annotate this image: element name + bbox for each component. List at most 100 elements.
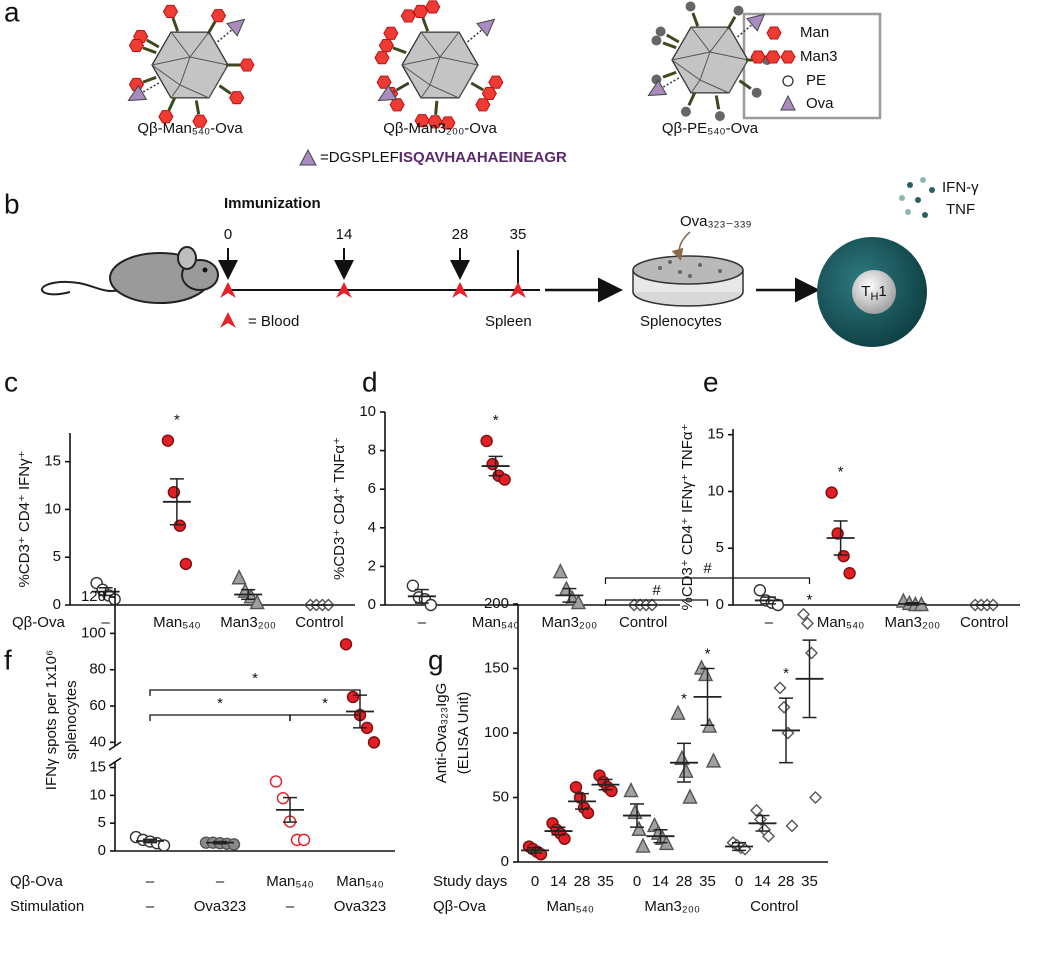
data-point bbox=[627, 803, 643, 820]
linker bbox=[738, 79, 752, 90]
ova-glyph bbox=[476, 18, 496, 37]
cell-sub: H bbox=[870, 291, 878, 303]
data-point bbox=[682, 788, 698, 804]
x-tick-label: Man₅₄₀ bbox=[472, 614, 520, 631]
y-axis-label: splenocytes bbox=[63, 680, 80, 759]
data-point bbox=[631, 820, 647, 836]
man-glyph bbox=[488, 75, 504, 89]
data-point bbox=[157, 839, 171, 852]
comparison-bracket bbox=[149, 714, 291, 721]
pe-glyph bbox=[733, 5, 744, 16]
blood-label: = Blood bbox=[248, 313, 299, 330]
data-point bbox=[179, 557, 193, 571]
significance: * bbox=[252, 670, 258, 687]
x-tick-label: 35 bbox=[801, 873, 818, 890]
man-glyph bbox=[210, 9, 227, 23]
data-point bbox=[623, 781, 639, 798]
day-label: 28 bbox=[452, 226, 469, 243]
timeline-title: Immunization bbox=[224, 195, 321, 212]
data-point bbox=[762, 829, 775, 843]
significance: * bbox=[493, 412, 499, 429]
linker bbox=[467, 29, 483, 43]
linker bbox=[421, 17, 430, 32]
data-point bbox=[486, 457, 499, 471]
y-tick-label: 5 bbox=[53, 548, 61, 565]
spleen-label: Spleen bbox=[485, 313, 532, 330]
x-tick-label: 28 bbox=[676, 873, 693, 890]
man-glyph bbox=[158, 110, 174, 124]
linker bbox=[206, 20, 217, 35]
data-point bbox=[825, 486, 838, 499]
pe-glyph bbox=[714, 111, 725, 122]
data-point bbox=[424, 598, 438, 612]
row-label: Qβ-Ova bbox=[433, 898, 486, 915]
y-tick-label: 15 bbox=[89, 759, 106, 776]
linker bbox=[434, 100, 439, 115]
significance: * bbox=[217, 695, 223, 712]
axis-break bbox=[108, 757, 122, 767]
man-glyph bbox=[128, 38, 145, 53]
data-point bbox=[406, 579, 420, 592]
blood-marker bbox=[336, 282, 352, 298]
pe-glyph bbox=[655, 26, 666, 37]
particle-name: Qβ-PE₅₄₀-Ova bbox=[662, 120, 759, 137]
linker bbox=[687, 91, 697, 106]
linker bbox=[662, 41, 677, 50]
comparison-bracket bbox=[604, 599, 709, 606]
nucleus bbox=[852, 270, 896, 314]
particle-name: Qβ-Man3₂₀₀-Ova bbox=[383, 120, 497, 137]
y-tick-label: 100 bbox=[484, 724, 509, 741]
y-tick-label: 0 bbox=[716, 596, 724, 613]
data-point bbox=[705, 752, 722, 768]
x-tick-label: 28 bbox=[574, 873, 591, 890]
data-point bbox=[339, 638, 353, 651]
data-point bbox=[635, 837, 651, 853]
cytokine-label: TNF bbox=[946, 201, 975, 218]
day-label: 35 bbox=[510, 226, 527, 243]
x-tick-label: – bbox=[216, 873, 225, 890]
significance: # bbox=[652, 582, 661, 599]
linker bbox=[145, 38, 160, 49]
x-tick-label: 0 bbox=[735, 873, 743, 890]
group-label: Man3₂₀₀ bbox=[644, 898, 700, 915]
data-point bbox=[797, 607, 810, 621]
pe-glyph bbox=[751, 87, 762, 98]
x-tick-label: – bbox=[286, 898, 295, 915]
man-glyph bbox=[374, 51, 390, 65]
man-glyph bbox=[425, 0, 441, 14]
legend-label: Man bbox=[800, 24, 829, 41]
legend-man bbox=[766, 26, 782, 40]
row-label: Qβ-Ova bbox=[10, 873, 63, 890]
data-point bbox=[777, 700, 791, 714]
y-tick-label: 150 bbox=[484, 659, 509, 676]
ova-glyph bbox=[647, 79, 668, 97]
legend-pe bbox=[782, 75, 794, 87]
data-point bbox=[805, 646, 818, 660]
panel-label: g bbox=[428, 644, 444, 675]
data-point bbox=[161, 434, 175, 447]
y-axis-label: (ELISA Unit) bbox=[455, 692, 472, 775]
y-axis-label: Anti-Ova₃₂₃IgG bbox=[433, 683, 450, 784]
dish bbox=[632, 255, 744, 307]
ova-glyph bbox=[746, 13, 766, 32]
y-tick-label: 120 bbox=[81, 588, 106, 605]
man-glyph bbox=[475, 98, 491, 112]
x-tick-label: 35 bbox=[597, 873, 614, 890]
man-glyph bbox=[481, 86, 497, 101]
data-point bbox=[801, 616, 814, 630]
x-tick-label: – bbox=[146, 898, 155, 915]
data-point bbox=[569, 780, 583, 794]
data-point bbox=[297, 833, 311, 847]
capsid-edge bbox=[671, 26, 749, 94]
y-tick-label: 10 bbox=[44, 500, 61, 517]
data-point bbox=[674, 749, 690, 765]
pe-glyph bbox=[685, 1, 696, 12]
y-tick-label: 60 bbox=[89, 697, 106, 714]
man-glyph bbox=[389, 98, 405, 112]
panel-label: e bbox=[703, 366, 719, 397]
significance: * bbox=[838, 464, 844, 481]
data-point bbox=[552, 563, 569, 579]
y-tick-label: 0 bbox=[53, 596, 61, 613]
legend-label: PE bbox=[806, 72, 826, 89]
